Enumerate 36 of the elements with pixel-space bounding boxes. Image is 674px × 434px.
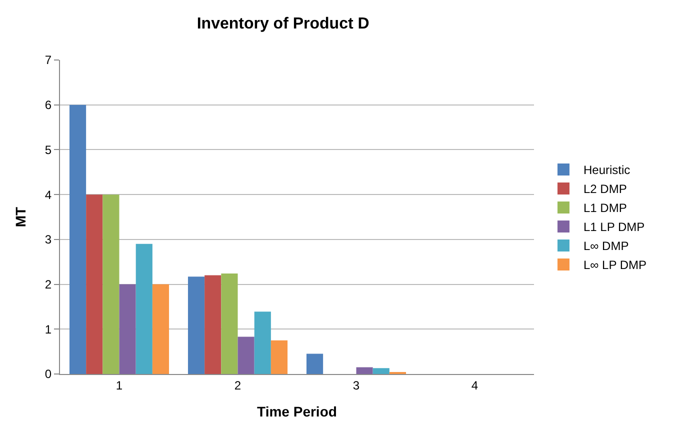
bar <box>204 275 222 374</box>
y-tick-label: 5 <box>44 142 52 157</box>
y-tick-label: 2 <box>44 277 52 292</box>
bar <box>238 336 254 374</box>
bar <box>102 194 120 374</box>
bar <box>306 354 324 374</box>
y-tick-label: 3 <box>44 232 52 247</box>
y-tick-label: 0 <box>44 367 52 382</box>
y-axis-title: MT <box>12 206 29 228</box>
x-tick-label: 4 <box>471 378 478 392</box>
bar <box>86 194 103 374</box>
legend-label: L∞ DMP <box>583 239 629 254</box>
legend-label: L1 LP DMP <box>583 220 645 234</box>
legend-label: Heuristic <box>583 163 630 178</box>
bar <box>254 312 271 374</box>
y-tick-label: 6 <box>44 98 52 112</box>
legend-label: L1 DMP <box>583 201 627 216</box>
legend-label: L∞ LP DMP <box>583 258 647 272</box>
y-tick-label: 7 <box>44 53 52 68</box>
bar <box>152 284 170 374</box>
x-tick-label: 3 <box>352 378 360 392</box>
bar <box>356 367 373 374</box>
bar <box>188 276 205 374</box>
x-tick-label: 1 <box>116 378 123 392</box>
x-axis-title: Time Period <box>257 404 337 420</box>
y-tick-label: 4 <box>44 188 52 202</box>
bar <box>136 244 152 374</box>
bar <box>221 274 238 374</box>
bar <box>372 368 390 374</box>
x-tick-label: 2 <box>234 378 242 392</box>
bar <box>270 340 288 374</box>
chart-title: Inventory of Product D <box>196 16 370 33</box>
y-tick-label: 1 <box>44 322 52 336</box>
legend-label: L2 DMP <box>583 182 627 196</box>
bar <box>69 104 86 374</box>
bar <box>119 284 136 374</box>
